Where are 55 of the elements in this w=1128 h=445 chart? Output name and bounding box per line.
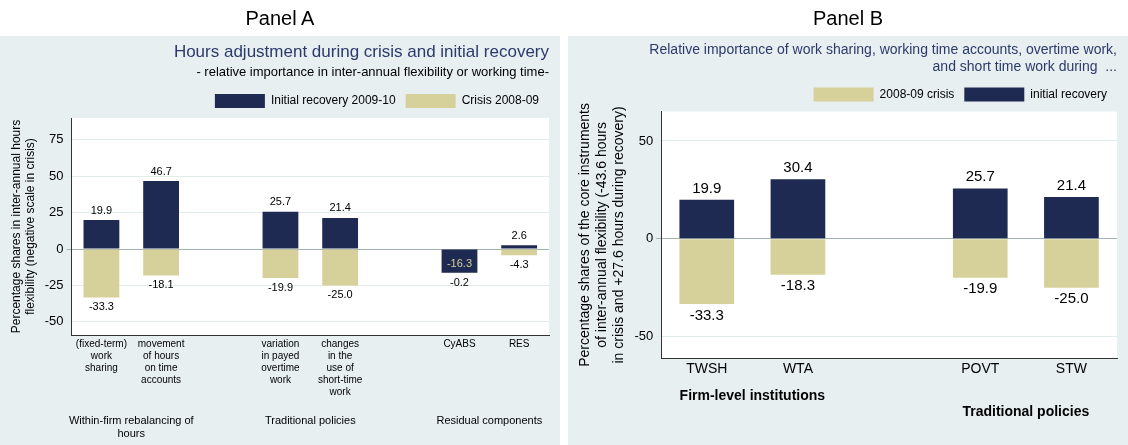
data-label: -33.3 (88, 300, 114, 313)
y-tick-label: 0 (645, 230, 654, 246)
data-label: -4.3 (509, 257, 529, 270)
x-tick-label: POVT (961, 360, 1000, 377)
data-label: -25.0 (1054, 289, 1089, 307)
data-label: 21.4 (329, 201, 351, 214)
text: Firm-level institutions (679, 386, 826, 403)
data-label: -18.3 (780, 276, 816, 294)
legend-label: Initial recovery 2009-10 (270, 93, 396, 108)
x-tick-label: (fixed-term) work sharing (75, 337, 127, 373)
x-tick-label: RES (508, 337, 530, 349)
legend-label: Crisis 2008-09 (461, 93, 540, 108)
chart-title: Hours adjustment during crisis and initial recovery (173, 41, 550, 61)
x-tick-label: movement of hours on time accounts (137, 337, 185, 385)
data-label: -16.3 (446, 257, 473, 270)
y-tick-label: 50 (638, 132, 654, 148)
x-tick-label: variation in payed overtime work (261, 337, 301, 385)
data-label: -19.9 (267, 280, 293, 293)
data-label: 2.6 (511, 228, 527, 241)
x-tick-label: STW (1055, 360, 1088, 377)
data-label: 30.4 (783, 157, 813, 175)
text: Residual components (436, 413, 543, 426)
text: Panel B (568, 0, 1128, 36)
y-axis-title: Percentage shares of the core instruments of inter-annual flexibility (-43.6 hours in crisis and +27.6 hours during recovery) (576, 102, 626, 367)
text: Panel A (0, 0, 560, 36)
chart-subtitle: - relative importance in inter-annual flexibility or working time- (196, 63, 549, 79)
legend-label: initial recovery (1030, 86, 1108, 101)
y-tick-label: 75 (49, 131, 64, 147)
text: Traditional policies (962, 402, 1090, 419)
y-tick-label: 0 (56, 240, 64, 256)
chart-title: Relative importance of work sharing, working time accounts, overtime work, and short time work during ... (649, 41, 1117, 75)
y-axis-title: Percentage shares in inter-annual hours flexibility (negative scale in crisis) (8, 119, 37, 334)
data-label: -19.9 (963, 279, 998, 297)
data-label: 21.4 (1056, 175, 1087, 193)
y-tick-label: 25 (49, 204, 64, 220)
text: Within-firm rebalancing of hours (68, 413, 195, 439)
y-tick-label: 50 (49, 167, 64, 183)
data-label: 19.9 (692, 178, 722, 196)
data-label: -18.1 (148, 277, 174, 290)
x-tick-label: TWSH (686, 360, 728, 377)
data-label: -0.2 (450, 275, 469, 288)
x-tick-label: WTA (782, 360, 814, 377)
data-label: 25.7 (965, 167, 995, 185)
text: Traditional policies (264, 413, 357, 426)
data-label: 19.9 (90, 203, 113, 216)
x-tick-label: CyABS (443, 337, 476, 349)
x-tick-label: changes in the use of short-time work (317, 337, 363, 397)
data-label: -33.3 (689, 305, 724, 323)
y-tick-label: -25 (44, 277, 64, 293)
data-label: 46.7 (150, 164, 172, 177)
data-label: 25.7 (269, 195, 292, 208)
data-label: -25.0 (327, 288, 353, 301)
legend-label: 2008-09 crisis (879, 86, 955, 101)
y-tick-label: -50 (44, 313, 64, 329)
y-tick-label: -50 (634, 328, 654, 344)
